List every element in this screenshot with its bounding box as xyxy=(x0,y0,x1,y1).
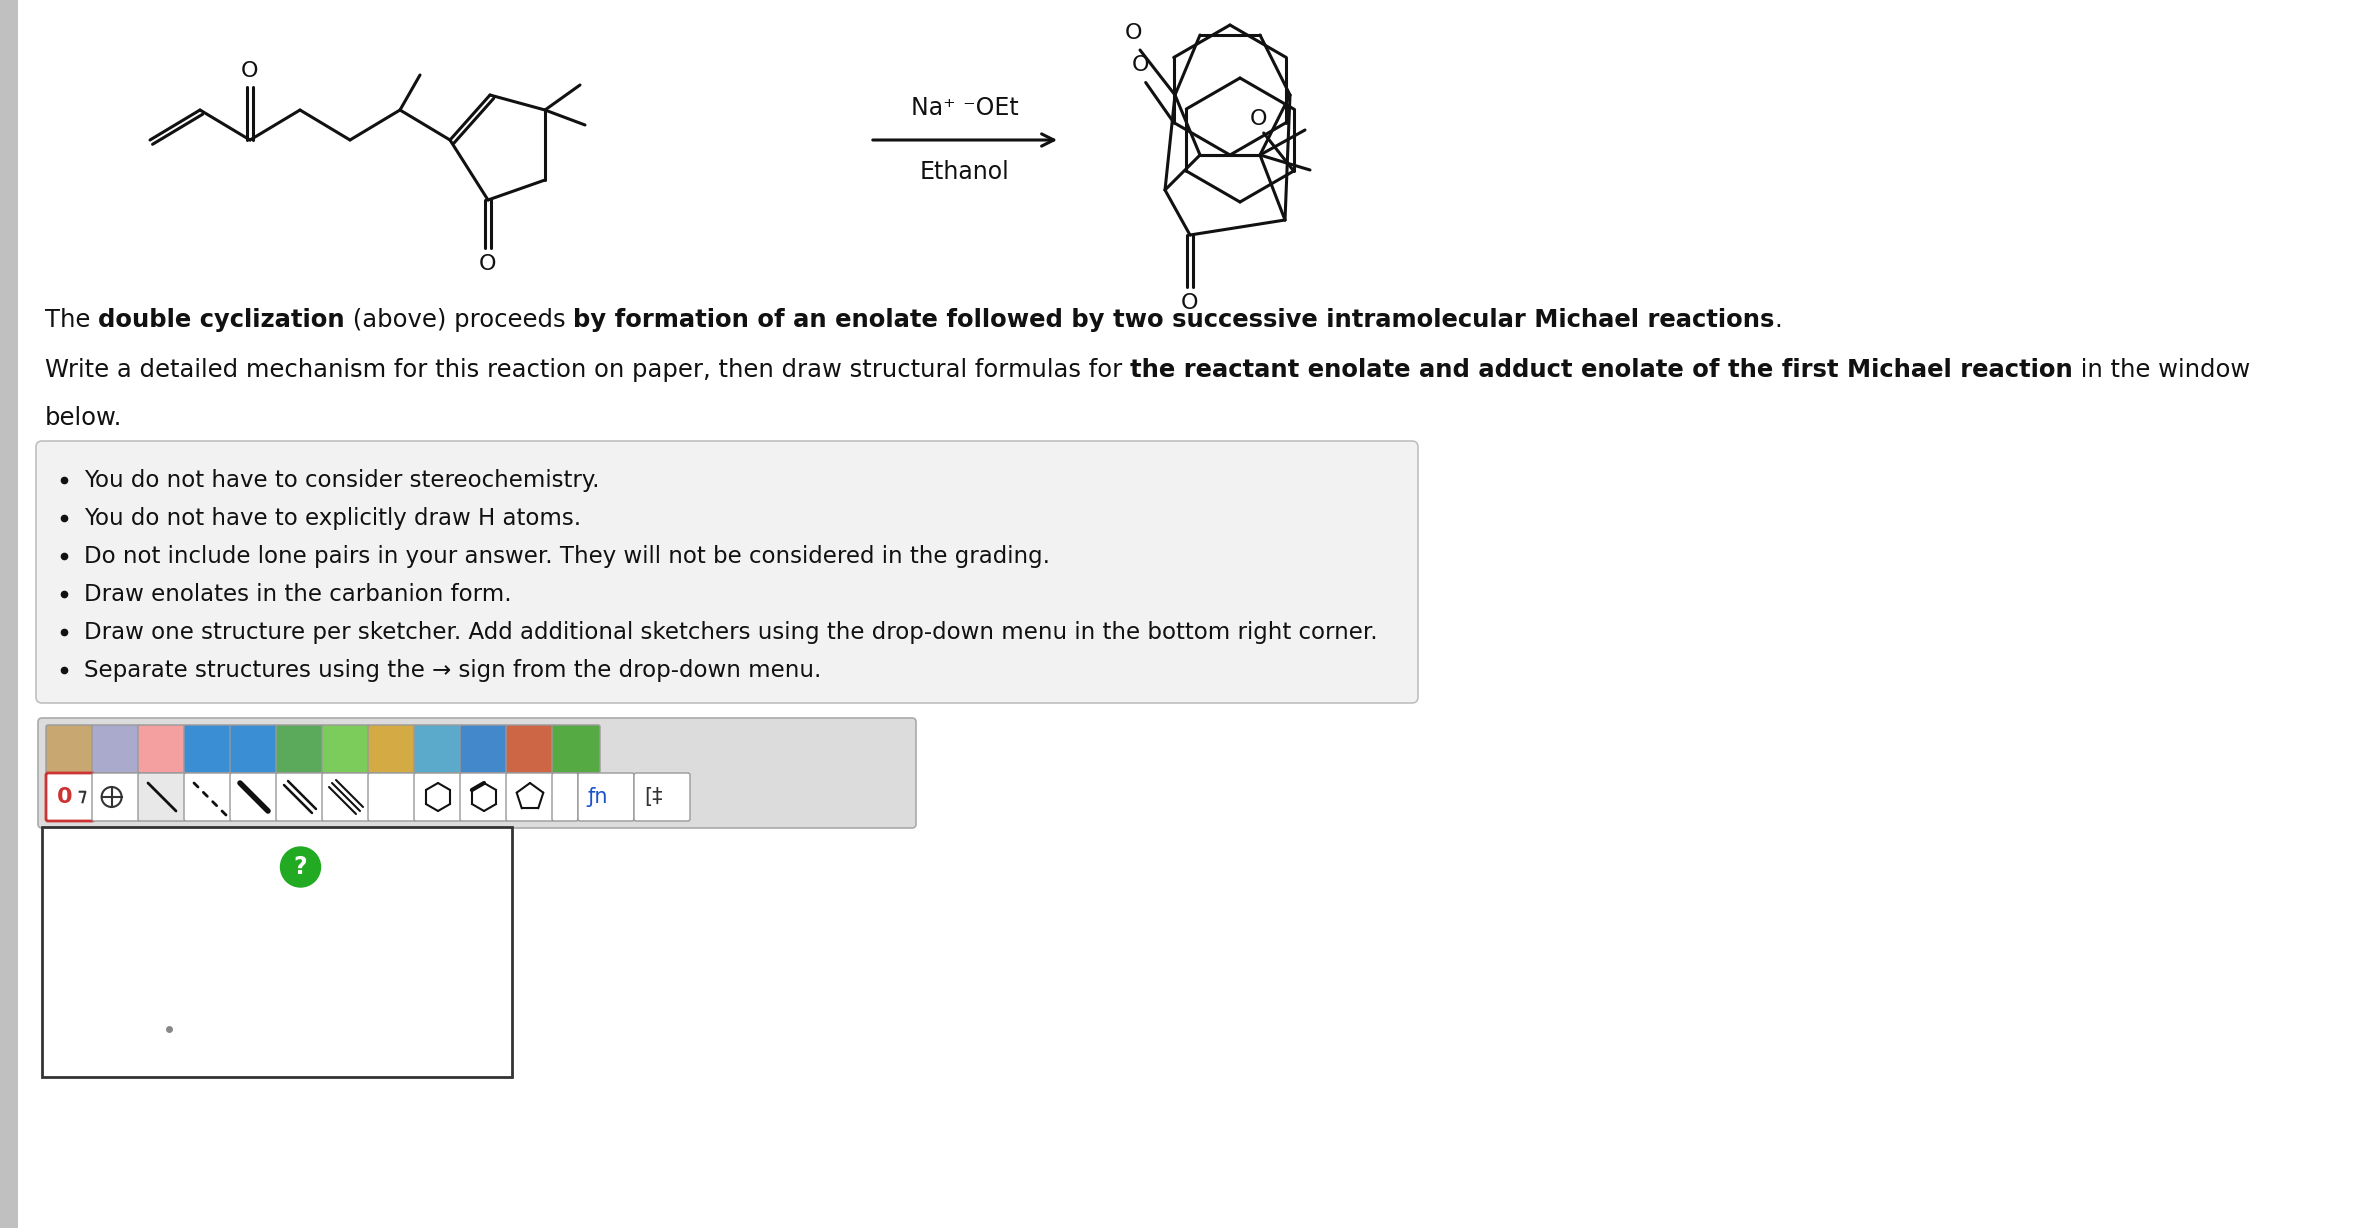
Text: O: O xyxy=(1181,293,1200,313)
Text: (above) proceeds: (above) proceeds xyxy=(345,308,574,332)
Text: Separate structures using the → sign from the drop-down menu.: Separate structures using the → sign fro… xyxy=(85,658,822,682)
Text: below.: below. xyxy=(45,406,123,430)
Text: by formation of an enolate followed by two successive intramolecular Michael rea: by formation of an enolate followed by t… xyxy=(574,308,1774,332)
FancyBboxPatch shape xyxy=(137,725,187,772)
FancyBboxPatch shape xyxy=(413,725,463,772)
FancyBboxPatch shape xyxy=(633,772,690,822)
FancyBboxPatch shape xyxy=(276,725,324,772)
Text: O: O xyxy=(1249,109,1268,129)
FancyBboxPatch shape xyxy=(461,725,508,772)
FancyBboxPatch shape xyxy=(505,772,555,822)
Text: O: O xyxy=(241,61,260,81)
FancyBboxPatch shape xyxy=(45,725,94,772)
FancyBboxPatch shape xyxy=(35,441,1417,702)
FancyBboxPatch shape xyxy=(461,772,508,822)
Text: ?: ? xyxy=(293,855,307,879)
Text: Draw one structure per sketcher. Add additional sketchers using the drop-down me: Draw one structure per sketcher. Add add… xyxy=(85,620,1377,643)
Text: You do not have to consider stereochemistry.: You do not have to consider stereochemis… xyxy=(85,469,600,491)
FancyBboxPatch shape xyxy=(45,772,94,822)
Text: Draw enolates in the carbanion form.: Draw enolates in the carbanion form. xyxy=(85,582,513,605)
FancyBboxPatch shape xyxy=(38,718,916,828)
Text: You do not have to explicitly draw H atoms.: You do not have to explicitly draw H ato… xyxy=(85,506,581,529)
Bar xyxy=(43,826,513,1077)
FancyBboxPatch shape xyxy=(137,772,187,822)
Text: The: The xyxy=(45,308,99,332)
Text: O: O xyxy=(479,254,496,274)
Bar xyxy=(0,0,19,1228)
FancyBboxPatch shape xyxy=(92,725,139,772)
FancyBboxPatch shape xyxy=(553,725,600,772)
FancyBboxPatch shape xyxy=(579,772,633,822)
Text: in the window: in the window xyxy=(2074,359,2251,382)
FancyBboxPatch shape xyxy=(184,725,231,772)
Text: the reactant enolate and adduct enolate of the first Michael reaction: the reactant enolate and adduct enolate … xyxy=(1129,359,2074,382)
FancyBboxPatch shape xyxy=(368,772,416,822)
Text: Do not include lone pairs in your answer. They will not be considered in the gra: Do not include lone pairs in your answer… xyxy=(85,544,1051,567)
Text: ƒn: ƒn xyxy=(588,787,609,807)
Text: O: O xyxy=(1131,54,1150,75)
Circle shape xyxy=(281,847,321,887)
Text: 0: 0 xyxy=(57,787,73,807)
Text: .: . xyxy=(1774,308,1783,332)
FancyBboxPatch shape xyxy=(413,772,463,822)
FancyBboxPatch shape xyxy=(368,725,416,772)
Text: [‡: [‡ xyxy=(645,787,664,807)
FancyBboxPatch shape xyxy=(229,772,279,822)
FancyBboxPatch shape xyxy=(276,772,324,822)
FancyBboxPatch shape xyxy=(321,772,371,822)
Text: double cyclization: double cyclization xyxy=(99,308,345,332)
FancyBboxPatch shape xyxy=(184,772,231,822)
Text: O: O xyxy=(1124,23,1141,43)
FancyBboxPatch shape xyxy=(553,772,579,822)
FancyBboxPatch shape xyxy=(92,772,139,822)
Text: Ethanol: Ethanol xyxy=(921,160,1011,184)
FancyBboxPatch shape xyxy=(229,725,279,772)
FancyBboxPatch shape xyxy=(321,725,371,772)
Text: Write a detailed mechanism for this reaction on paper, then draw structural form: Write a detailed mechanism for this reac… xyxy=(45,359,1129,382)
FancyBboxPatch shape xyxy=(505,725,555,772)
Text: Na⁺ ⁻OEt: Na⁺ ⁻OEt xyxy=(912,96,1018,120)
